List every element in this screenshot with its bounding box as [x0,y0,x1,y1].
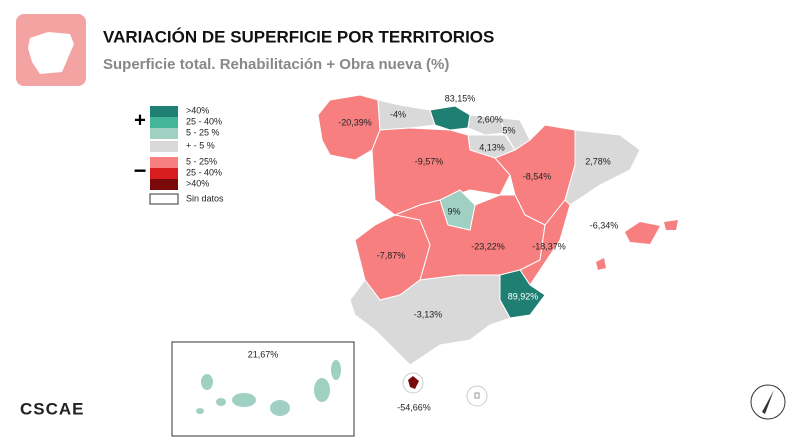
swatch [149,193,179,205]
swatch [150,106,178,117]
swatch [150,157,178,168]
region-label: 9% [447,206,460,216]
ceuta-circle [466,385,488,407]
region-label: 89,92% [508,291,539,301]
region-label: -20,39% [338,117,372,127]
legend-label: 5 - 25% [186,156,217,166]
region-label: 5% [502,125,515,135]
region-label: -3,13% [414,309,443,319]
region [625,222,660,244]
region [439,189,476,231]
legend-label: 5 - 25 % [186,127,220,137]
region [467,114,506,136]
region-label: 2,78% [585,156,611,166]
region-label: -18,37% [532,241,566,251]
region-label: -4% [390,109,406,119]
region [349,274,511,366]
legend-label: 25 - 40% [186,116,222,126]
region [429,105,471,131]
region [664,220,678,230]
legend-label: Sin datos [186,193,224,203]
compass [750,384,786,420]
region-label: 2,60% [477,114,503,124]
legend-label: 25 - 40% [186,167,222,177]
region-label: -8,54% [523,171,552,181]
region [564,129,641,206]
swatch [150,117,178,128]
region-label: 4,13% [479,142,505,152]
legend-label: >40% [186,105,209,115]
swatch [150,179,178,190]
legend-minus: − [134,158,147,183]
region-label: 83,15% [445,93,476,103]
region-label: -54,66% [397,402,431,412]
subtitle: Superficie total. Rehabilitación + Obra … [103,56,449,73]
title: VARIACIÓN DE SUPERFICIE POR TERRITORIOS [103,27,494,46]
region-label: -6,34% [590,220,619,230]
region-label: -9,57% [415,156,444,166]
legend: + − >40% 25 - 40% 5 - 25 % + - 5 % 5 - 2… [134,105,224,205]
region [408,376,419,389]
legend-label: >40% [186,178,209,188]
region [596,258,606,270]
region [519,199,571,286]
footer-logo: CSCAE [20,399,85,418]
region [377,99,436,131]
region [317,94,381,161]
region-label: 21,67% [248,349,279,359]
region-label: -23,22% [471,241,505,251]
map: -20,39% -4% 83,15% 2,60% 5% 4,13% -9,57%… [171,93,678,437]
swatch [150,168,178,179]
region-label: -7,87% [377,250,406,260]
canarias [196,360,341,416]
legend-plus: + [134,109,146,131]
swatch [150,141,178,152]
swatch [150,128,178,139]
logo-spain [28,32,74,74]
ceuta [474,392,480,399]
legend-label: + - 5 % [186,140,215,150]
